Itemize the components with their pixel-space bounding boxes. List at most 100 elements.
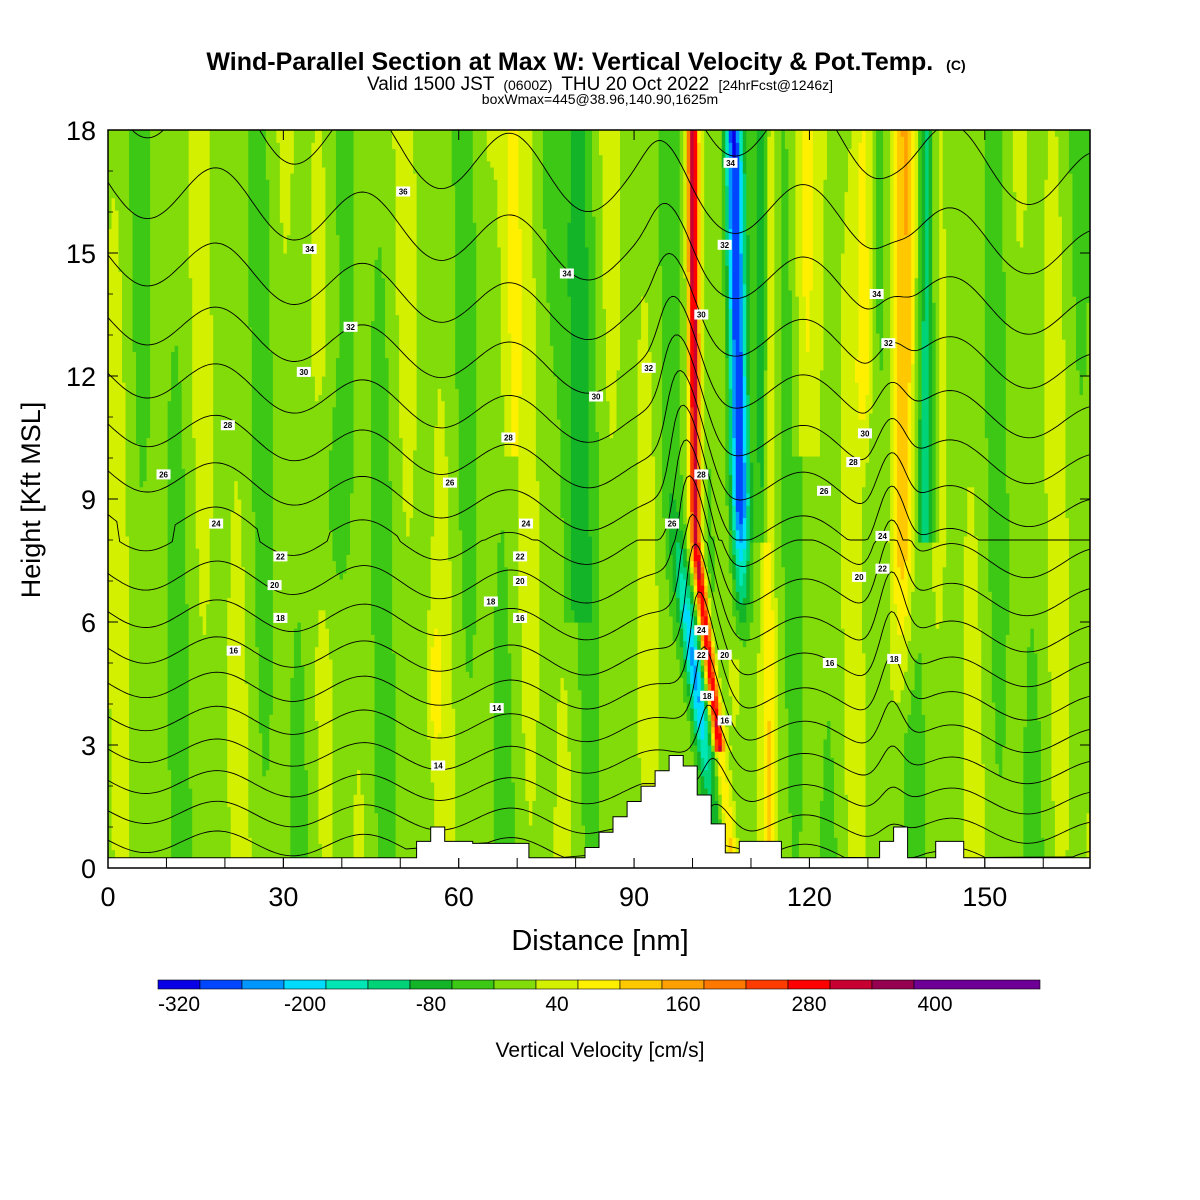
field-cell <box>690 695 695 709</box>
field-cell <box>809 130 814 291</box>
field-cell <box>711 646 716 654</box>
contour-label: 14 <box>489 703 504 714</box>
field-cell <box>588 130 593 537</box>
field-cell <box>700 542 705 555</box>
field-cell <box>111 197 116 851</box>
field-cell <box>988 591 993 868</box>
field-cell <box>711 726 716 734</box>
field-cell <box>609 437 614 868</box>
field-cell <box>981 763 986 868</box>
field-cell <box>721 720 726 734</box>
field-cell <box>693 720 698 734</box>
field-cell <box>1002 745 1007 868</box>
field-cell <box>314 130 320 402</box>
field-cell <box>556 701 562 868</box>
field-cell <box>995 130 1000 765</box>
colorbar-tick-label: 40 <box>545 993 568 1016</box>
field-cell <box>118 130 123 273</box>
field-cell <box>490 130 495 168</box>
contour-label-text: 28 <box>849 458 858 467</box>
field-cell <box>690 585 695 592</box>
contour-label-text: 18 <box>486 598 495 607</box>
field-cell <box>707 572 712 598</box>
field-cell <box>788 289 793 814</box>
contour-label-text: 24 <box>878 532 887 541</box>
field-cell <box>1075 369 1081 868</box>
field-cell <box>662 517 667 868</box>
field-cell <box>672 499 677 592</box>
field-cell <box>507 130 512 334</box>
field-cell <box>311 142 316 377</box>
field-cell <box>739 523 744 543</box>
field-cell <box>357 769 362 868</box>
field-cell <box>493 130 498 180</box>
field-cell <box>591 130 597 217</box>
field-cell <box>862 419 867 488</box>
contour-label: 36 <box>396 186 411 197</box>
field-cell <box>258 732 263 868</box>
field-cell <box>321 130 327 168</box>
field-cell <box>662 130 667 519</box>
contour-label-bg <box>559 268 574 279</box>
field-cell <box>721 812 726 832</box>
field-cell <box>711 745 716 752</box>
field-cell <box>111 130 116 199</box>
field-cell <box>627 130 632 863</box>
field-cell <box>655 585 660 868</box>
field-cell <box>840 628 846 868</box>
field-cell <box>1086 130 1090 303</box>
field-cell <box>872 130 877 868</box>
field-cell <box>907 382 912 574</box>
field-cell <box>984 130 989 439</box>
field-cell <box>486 160 491 868</box>
field-cell <box>897 130 902 568</box>
contour-label-text: 32 <box>884 339 893 348</box>
field-cell <box>795 455 800 868</box>
field-cell <box>300 130 305 666</box>
field-cell <box>651 455 656 868</box>
contour-label-bg <box>513 551 528 562</box>
field-cell <box>904 560 909 617</box>
contour-label: 16 <box>226 645 241 656</box>
field-cell <box>728 308 733 389</box>
field-cell <box>700 130 705 543</box>
field-cell <box>1051 130 1056 801</box>
field-cell <box>690 548 695 562</box>
theta-contour-line <box>705 130 1090 205</box>
field-cell <box>732 505 737 531</box>
field-cell <box>353 130 358 795</box>
field-cell <box>528 130 533 826</box>
field-cell <box>739 640 744 868</box>
field-cell <box>718 745 723 752</box>
field-cell <box>697 671 702 697</box>
contour-label-bg <box>700 690 715 701</box>
field-cell <box>167 400 172 771</box>
field-cell <box>118 271 123 868</box>
field-cell <box>178 130 183 383</box>
field-cell <box>700 634 705 642</box>
field-cell <box>900 689 905 868</box>
chart-title: Wind-Parallel Section at Max W: Vertical… <box>206 48 965 76</box>
field-cell <box>714 130 719 654</box>
y-tick-label: 15 <box>66 239 96 269</box>
theta-contour-line <box>108 370 1090 528</box>
field-cell <box>227 130 232 598</box>
field-cell <box>518 130 523 229</box>
field-cell <box>490 166 495 868</box>
contour-label-text: 20 <box>720 651 729 660</box>
field-cell <box>286 130 291 236</box>
field-cell <box>1023 130 1028 211</box>
field-cell <box>700 665 705 672</box>
field-cell <box>739 603 744 623</box>
contour-label: 18 <box>700 690 715 701</box>
field-cell <box>641 296 646 868</box>
field-cell <box>746 505 751 562</box>
contour-label-text: 16 <box>516 614 525 623</box>
field-cell <box>420 130 425 868</box>
field-cell <box>690 560 695 568</box>
field-cell <box>725 781 730 851</box>
field-cell <box>714 800 719 838</box>
field-cell <box>556 130 562 420</box>
field-cell <box>122 382 127 868</box>
field-cell <box>735 130 740 143</box>
